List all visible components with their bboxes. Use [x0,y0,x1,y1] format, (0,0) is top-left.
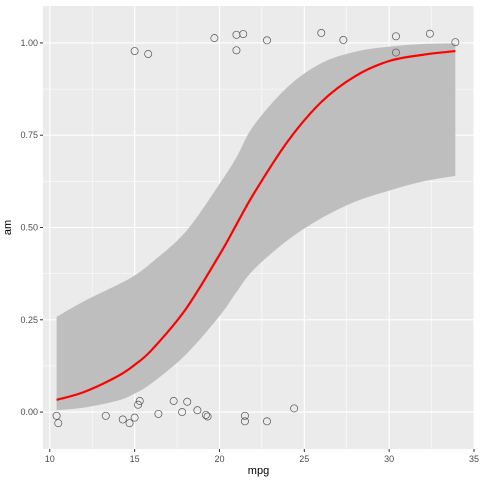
data-point [425,29,434,38]
data-point [193,406,202,415]
data-point [263,417,271,426]
y-tick-label: 1.00 [20,38,38,48]
data-point [178,408,187,417]
data-point [317,28,326,37]
x-axis-title: mpg [248,465,269,477]
data-point [183,397,192,406]
x-tick-label: 15 [130,454,140,464]
data-point [290,404,299,413]
data-point [101,411,110,420]
x-tick-label: 10 [45,454,55,464]
data-point [130,47,139,55]
y-tick-label: 0.75 [20,130,38,140]
confidence-ribbon [56,43,456,411]
data-point [135,397,144,405]
data-point [210,34,219,43]
data-point [169,397,178,405]
y-axis: 0.00 0.25 0.50 0.75 1.00 [20,38,43,417]
data-point [232,46,241,55]
y-tick-label: 0.00 [20,407,38,417]
x-tick-label: 30 [384,454,394,464]
data-point [52,411,61,420]
data-point [263,36,271,45]
x-axis: 10 15 20 25 30 35 [45,449,479,464]
y-axis-title: am [2,220,14,235]
data-point [240,411,249,420]
x-tick-label: 20 [214,454,224,464]
fit-line-layer [56,49,456,401]
data-point [130,413,139,422]
x-tick-label: 35 [469,454,479,464]
fit-line [56,49,456,401]
y-tick-label: 0.25 [20,315,38,325]
data-point [232,30,241,39]
data-point [125,419,134,428]
confidence-ribbon-layer [56,43,456,411]
data-point [391,32,400,41]
data-point [118,415,127,424]
data-point [154,409,163,418]
data-point [134,400,142,409]
data-point [339,36,348,44]
data-point [240,417,249,426]
data-point [201,411,210,419]
points-layer [52,28,460,428]
data-point [239,30,248,39]
data-point [391,48,400,57]
data-point [54,419,63,428]
data-point [203,412,212,421]
data-point [144,50,153,58]
data-point [451,38,460,47]
x-tick-label: 25 [299,454,309,464]
y-tick-label: 0.50 [20,223,38,233]
